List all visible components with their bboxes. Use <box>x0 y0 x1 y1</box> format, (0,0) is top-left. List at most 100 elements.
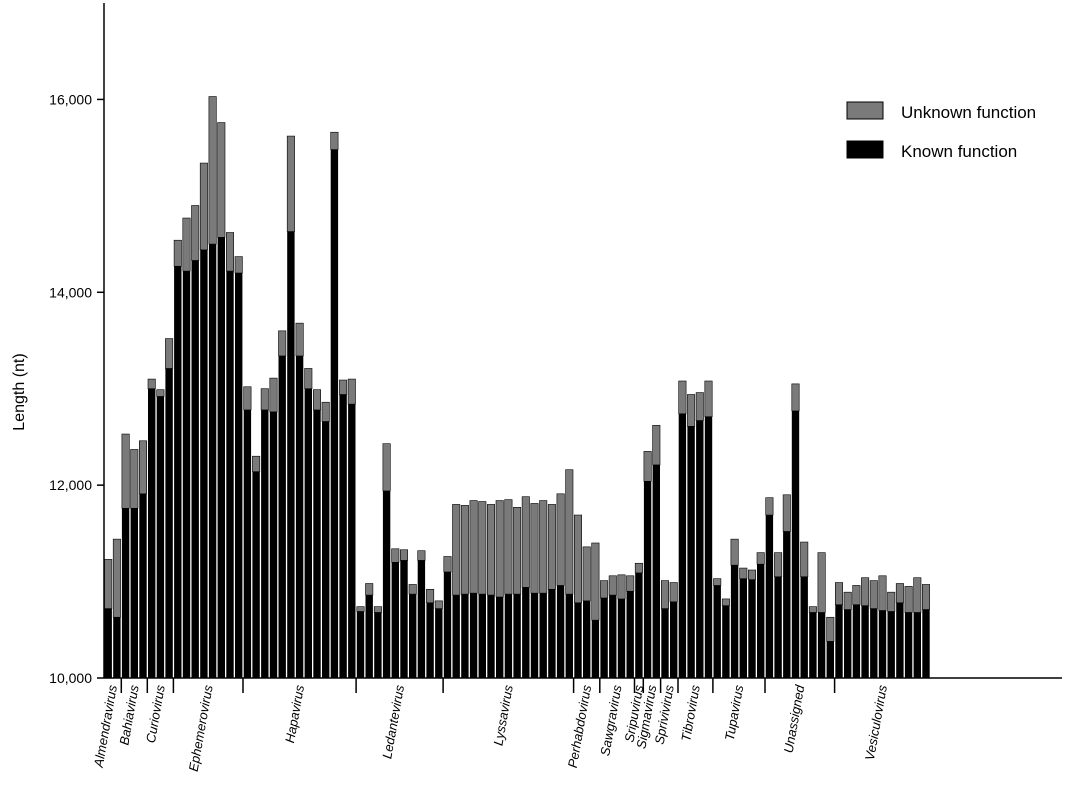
bar-known-sigmavirus-2 <box>652 464 660 678</box>
legend: Unknown function Known function <box>846 101 1036 161</box>
bar-known-unassigned-8 <box>826 641 834 678</box>
bar-known-vesiculovirus-3 <box>852 604 861 678</box>
bar-unknown-vesiculovirus-10 <box>913 577 922 613</box>
bar-unknown-sigmavirus-1 <box>643 451 652 482</box>
bar-known-vesiculovirus-7 <box>887 611 895 678</box>
bar-known-ledantevirus-3 <box>374 612 382 678</box>
bar-known-ledantevirus-4 <box>382 490 391 678</box>
y-tick-label: 14,000 <box>49 284 92 300</box>
bar-unknown-tupavirus-4 <box>739 567 748 579</box>
bar-known-hapavirus-10 <box>322 421 330 678</box>
y-tick-label: 10,000 <box>49 670 92 686</box>
bar-known-tibrovirus-2 <box>687 426 695 678</box>
group-label-almendravirus: Almendravirus <box>91 683 120 769</box>
bar-known-vesiculovirus-2 <box>844 609 852 678</box>
bar-known-almendravirus-1 <box>104 608 112 678</box>
bar-known-bahiavirus-3 <box>139 493 147 678</box>
bar-known-ledantevirus-2 <box>365 595 373 678</box>
bar-unknown-vesiculovirus-1 <box>834 582 843 606</box>
bar-unknown-tupavirus-5 <box>747 569 756 580</box>
bar-unknown-lyssavirus-6 <box>486 504 495 596</box>
bar-unknown-hapavirus-2 <box>252 455 261 472</box>
bar-known-lyssavirus-3 <box>461 594 469 678</box>
bar-known-ledantevirus-8 <box>417 560 426 678</box>
bar-unknown-ledantevirus-1 <box>356 606 365 612</box>
bar-unknown-bahiavirus-1 <box>121 433 130 509</box>
bar-unknown-sprivivirus-2 <box>669 582 678 603</box>
bar-unknown-ledantevirus-3 <box>373 606 382 613</box>
bar-known-hapavirus-8 <box>304 388 312 678</box>
bar-known-lyssavirus-4 <box>469 593 478 678</box>
bar-unknown-ephemerovirus-8 <box>234 256 243 274</box>
bar-unknown-ephemerovirus-7 <box>226 232 235 272</box>
bar-known-hapavirus-2 <box>252 471 260 678</box>
bar-known-hapavirus-3 <box>261 409 269 678</box>
bar-unknown-lyssavirus-1 <box>443 556 452 573</box>
bar-unknown-perhabdovirus-2 <box>582 546 591 602</box>
bar-unknown-tibrovirus-4 <box>704 380 713 417</box>
bar-known-sprivivirus-1 <box>661 608 669 678</box>
bar-unknown-bahiavirus-2 <box>130 449 139 509</box>
bar-known-tupavirus-6 <box>757 564 765 678</box>
bar-unknown-bahiavirus-3 <box>139 440 148 495</box>
bar-unknown-tupavirus-1 <box>713 578 722 586</box>
bar-unknown-vesiculovirus-4 <box>861 577 870 606</box>
bar-unknown-perhabdovirus-1 <box>573 514 582 604</box>
bar-unknown-hapavirus-3 <box>260 388 269 411</box>
bar-known-vesiculovirus-5 <box>870 608 878 678</box>
bar-known-vesiculovirus-9 <box>904 612 913 678</box>
bar-unknown-ledantevirus-6 <box>399 549 408 561</box>
bar-known-sripuvirus-1 <box>635 572 643 678</box>
bar-known-lyssavirus-10 <box>522 587 530 678</box>
bar-unknown-curiovirus-2 <box>156 389 165 397</box>
bar-unknown-lyssavirus-5 <box>478 501 487 595</box>
bar-known-curiovirus-1 <box>148 388 156 678</box>
bar-unknown-tibrovirus-1 <box>678 380 687 415</box>
bar-known-ledantevirus-9 <box>426 602 434 678</box>
bar-unknown-lyssavirus-15 <box>565 469 574 595</box>
bar-known-hapavirus-5 <box>278 355 286 678</box>
bar-known-bahiavirus-2 <box>130 508 138 678</box>
bar-unknown-vesiculovirus-11 <box>921 584 930 610</box>
bar-unknown-lyssavirus-13 <box>547 504 556 590</box>
bar-unknown-unassigned-2 <box>774 552 783 578</box>
bar-unknown-tibrovirus-3 <box>695 392 704 421</box>
bar-known-tibrovirus-4 <box>704 416 713 678</box>
bar-known-lyssavirus-7 <box>496 597 504 678</box>
bar-unknown-vesiculovirus-2 <box>843 591 852 610</box>
bar-unknown-ephemerovirus-1 <box>173 239 182 267</box>
bar-known-perhabdovirus-3 <box>591 620 600 678</box>
bar-known-lyssavirus-8 <box>504 594 513 678</box>
bar-known-curiovirus-2 <box>156 396 165 678</box>
bar-unknown-hapavirus-9 <box>312 389 321 411</box>
bar-known-unassigned-3 <box>783 531 791 678</box>
bar-known-lyssavirus-2 <box>452 595 460 678</box>
bar-known-hapavirus-13 <box>348 404 356 678</box>
bar-unknown-vesiculovirus-5 <box>869 580 878 609</box>
bars-layer <box>104 96 930 679</box>
bar-known-unassigned-1 <box>765 515 774 678</box>
bar-known-vesiculovirus-4 <box>861 605 869 678</box>
bar-unknown-ledantevirus-9 <box>426 588 435 604</box>
bar-unknown-curiovirus-3 <box>165 338 174 369</box>
group-label-lyssavirus: Lyssavirus <box>490 683 515 746</box>
bar-known-tupavirus-3 <box>730 565 739 678</box>
bar-known-lyssavirus-12 <box>539 593 547 678</box>
bar-unknown-ephemerovirus-2 <box>182 217 191 272</box>
group-label-perhabdovirus: Perhabdovirus <box>565 683 594 769</box>
bar-unknown-lyssavirus-4 <box>469 500 478 594</box>
group-label-tupavirus: Tupavirus <box>722 683 747 741</box>
y-tick-label: 12,000 <box>49 477 92 493</box>
bar-known-bahiavirus-1 <box>121 508 130 678</box>
bar-known-unassigned-7 <box>817 612 826 678</box>
bar-unknown-sawgravirus-2 <box>608 575 617 596</box>
bar-unknown-hapavirus-4 <box>269 377 278 413</box>
bar-unknown-vesiculovirus-8 <box>895 583 904 604</box>
bar-unknown-lyssavirus-3 <box>460 505 469 595</box>
bar-unknown-ledantevirus-7 <box>408 584 417 595</box>
bar-unknown-sigmavirus-2 <box>652 425 661 466</box>
bar-unknown-lyssavirus-10 <box>521 496 530 588</box>
bar-known-tupavirus-1 <box>713 585 721 678</box>
bar-unknown-ledantevirus-8 <box>417 550 426 561</box>
